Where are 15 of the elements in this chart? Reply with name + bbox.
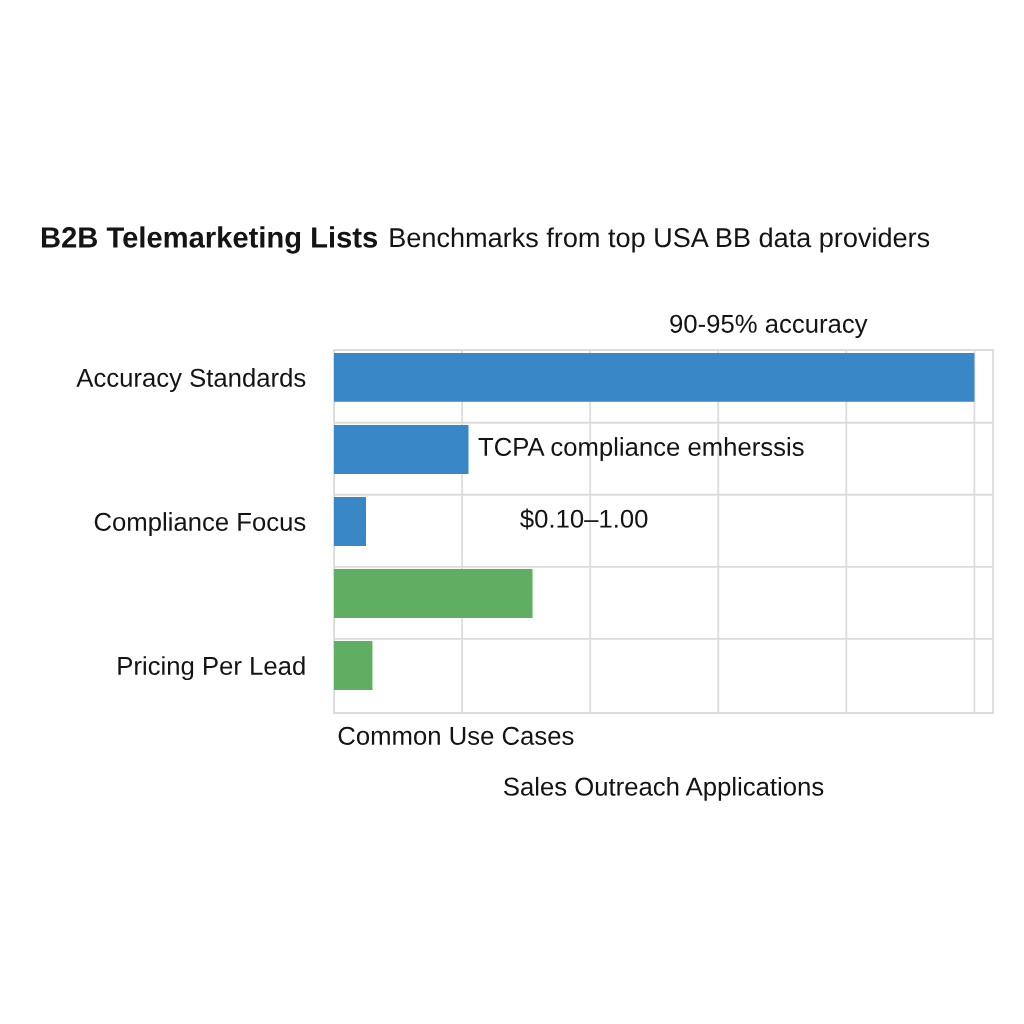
y-tick-label: Compliance Focus [94,512,306,537]
bar [334,352,975,402]
x-axis-title: Sales Outreach Applications [503,776,824,801]
y-tick-label: Accuracy Standards [76,368,306,393]
bar [334,496,367,546]
bar [334,640,373,690]
annotation: $0.10–1.00 [520,508,648,530]
text: Common Use Cases [338,726,574,745]
bar [334,424,469,474]
bar [334,568,533,618]
text: 90-95% accuracy [670,314,868,339]
y-tick-label: Pricing Per Lead [118,656,305,681]
chart-title: B2B Telemarketing Lists [41,226,378,254]
chart-subtitle: Benchmarks from top USA BB data providers [390,227,930,253]
annotation: TCPA compliance emherssis [478,437,804,462]
